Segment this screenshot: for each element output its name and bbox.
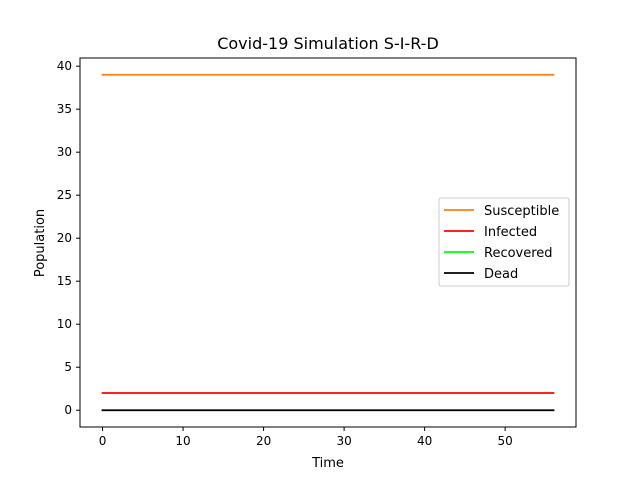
x-tick-label: 0	[99, 434, 107, 448]
y-tick-label: 30	[57, 145, 72, 159]
y-tick-label: 40	[57, 59, 72, 73]
x-tick-label: 20	[256, 434, 271, 448]
x-tick-label: 10	[175, 434, 190, 448]
x-axis-label: Time	[311, 456, 344, 471]
legend-box	[438, 197, 570, 287]
x-axis: 0 10 20 30 40 50	[99, 427, 513, 448]
x-tick-label: 50	[498, 434, 513, 448]
legend-label-susceptible: Susceptible	[484, 204, 559, 219]
legend-label-recovered: Recovered	[484, 246, 553, 261]
chart-title: Covid-19 Simulation S-I-R-D	[217, 34, 439, 53]
y-tick-label: 15	[57, 274, 72, 288]
y-axis: 0 5 10 15 20 25 30 35 40	[57, 59, 80, 417]
y-tick-label: 10	[57, 317, 72, 331]
x-tick-label: 40	[417, 434, 432, 448]
plot-frame	[79, 57, 577, 428]
y-axis-label: Population	[33, 209, 48, 277]
y-tick-label: 20	[57, 231, 72, 245]
legend: Susceptible Infected Recovered Dead	[438, 197, 570, 287]
legend-label-infected: Infected	[484, 225, 537, 240]
y-tick-label: 35	[57, 102, 72, 116]
legend-label-dead: Dead	[484, 267, 518, 282]
y-tick-label: 25	[57, 188, 72, 202]
x-tick-label: 30	[336, 434, 351, 448]
series-layer	[101, 73, 555, 412]
y-tick-label: 5	[64, 360, 72, 374]
y-tick-label: 0	[64, 403, 72, 417]
